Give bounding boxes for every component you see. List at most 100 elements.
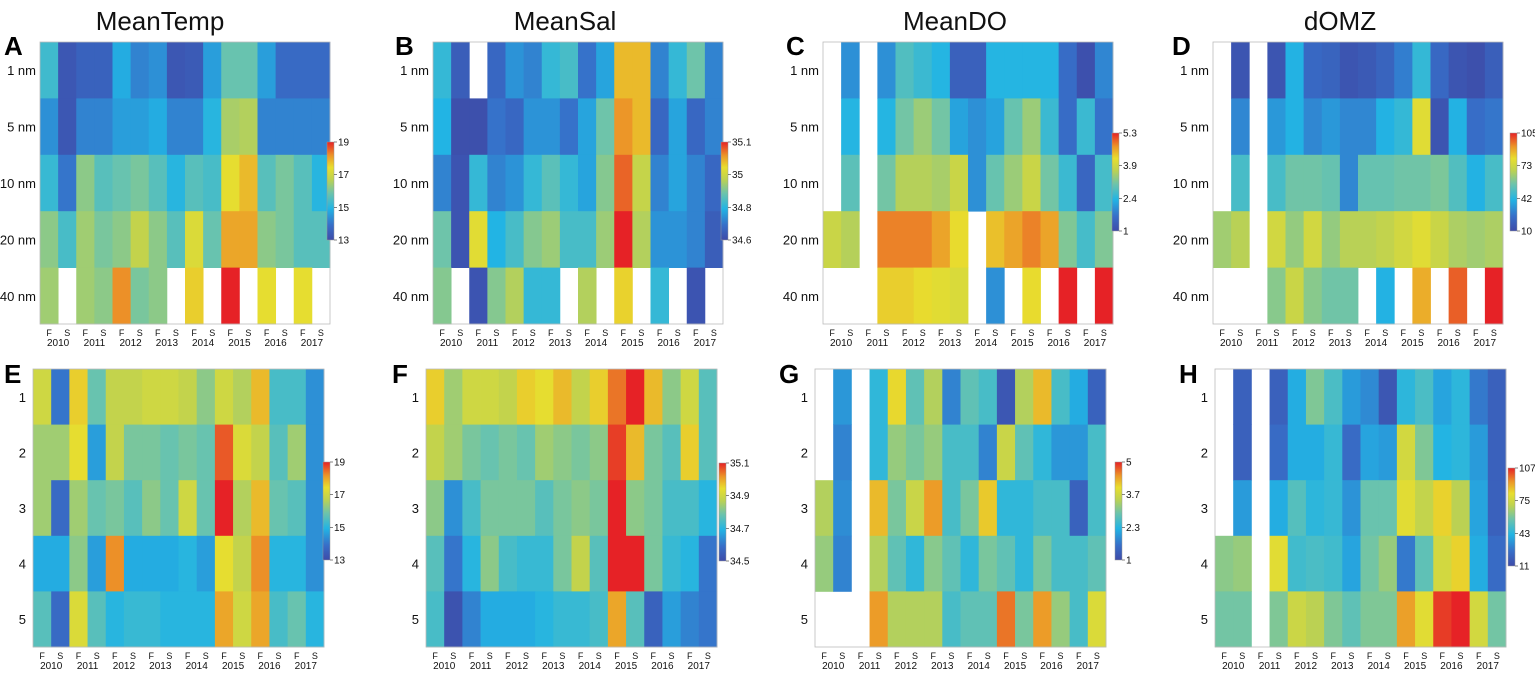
heatmap-cell <box>1267 98 1286 156</box>
heatmap-cell <box>833 535 852 592</box>
heatmap-cell <box>1339 42 1359 99</box>
heatmap-cell <box>451 42 470 99</box>
season-label: F <box>112 651 118 661</box>
season-label: F <box>967 651 973 661</box>
heatmap-cell <box>1015 591 1034 648</box>
heatmap-cell <box>668 211 688 268</box>
heatmap-cell <box>487 211 506 268</box>
heatmap-cell <box>178 424 198 481</box>
year-label: 2016 <box>1047 338 1070 349</box>
heatmap-cell <box>523 154 543 212</box>
heatmap-cell <box>1469 424 1489 481</box>
heatmap-cell <box>1087 535 1107 592</box>
heatmap-cell <box>498 591 518 648</box>
heatmap-cell <box>1342 369 1361 425</box>
heatmap-cell <box>986 267 1005 325</box>
row-label: 40 nm <box>1173 289 1209 304</box>
heatmap-cell <box>1285 267 1305 325</box>
heatmap-cell <box>160 480 179 537</box>
heatmap-cell <box>931 211 951 268</box>
heatmap-cell <box>257 267 277 325</box>
heatmap-cell <box>505 98 525 156</box>
year-label: 2011 <box>470 661 492 672</box>
season-label: F <box>1083 328 1089 338</box>
heatmap-cell <box>160 591 179 648</box>
season-label: S <box>209 328 215 338</box>
heatmap-cell <box>87 480 107 537</box>
heatmap-cell <box>311 211 331 268</box>
heatmap-cell <box>1484 42 1504 99</box>
heatmap-cell <box>1321 267 1341 325</box>
colorbar-tick-label: 15 <box>338 203 350 214</box>
heatmap-cell <box>877 42 896 99</box>
season-label: F <box>46 328 52 338</box>
heatmap-cell <box>1087 480 1107 537</box>
heatmap-cell <box>105 424 125 481</box>
heatmap-cell <box>148 42 168 99</box>
heatmap-cell <box>1233 369 1252 425</box>
colorbar-tick-label: 75 <box>1519 496 1531 507</box>
year-label: 2017 <box>1084 338 1107 349</box>
heatmap-cell <box>142 480 161 537</box>
heatmap-cell <box>196 369 216 425</box>
season-label: S <box>523 651 529 661</box>
heatmap-cell <box>869 480 889 537</box>
heatmap-cell <box>1305 535 1325 592</box>
heatmap-cell <box>1358 211 1377 268</box>
panel-letter: A <box>4 31 23 61</box>
heatmap-cell <box>1339 267 1359 325</box>
column-title-domz: dOMZ <box>1304 6 1376 36</box>
heatmap-cell <box>833 480 852 537</box>
heatmap-cell <box>1469 535 1489 592</box>
heatmap-cell <box>1033 424 1052 481</box>
year-label: 2017 <box>301 338 324 349</box>
season-label: F <box>1401 328 1407 338</box>
heatmap-cell <box>142 535 161 592</box>
panel-letter: C <box>786 31 805 61</box>
season-label: S <box>1094 651 1100 661</box>
year-label: 2010 <box>1222 661 1245 672</box>
heatmap-cell <box>123 535 143 592</box>
year-label: 2012 <box>512 338 535 349</box>
heatmap-cell <box>426 424 445 481</box>
heatmap-cell <box>877 98 896 156</box>
heatmap-cell <box>287 424 307 481</box>
heatmap-cell <box>650 154 670 212</box>
season-label: F <box>148 651 154 661</box>
season-label: F <box>264 328 270 338</box>
season-label: S <box>457 328 463 338</box>
heatmap-cell <box>1004 154 1023 212</box>
season-label: F <box>439 328 445 338</box>
colorbar-tick-label: 19 <box>334 458 346 469</box>
season-label: S <box>1385 651 1391 661</box>
season-label: F <box>1219 328 1225 338</box>
heatmap-cell <box>1233 480 1252 537</box>
heatmap-cell <box>130 154 150 212</box>
season-label: F <box>155 328 161 338</box>
heatmap-cell <box>949 154 969 212</box>
heatmap-cell <box>986 98 1005 156</box>
row-label: 5 <box>1201 612 1208 627</box>
heatmap-cell <box>913 42 933 99</box>
colorbar-tick-label: 34.5 <box>730 557 750 568</box>
row-label: 5 <box>801 612 808 627</box>
year-label: 2011 <box>1257 338 1279 349</box>
heatmap-cell <box>1051 480 1071 537</box>
heatmap-cell <box>924 591 943 648</box>
heatmap-cell <box>1378 424 1398 481</box>
heatmap-cell <box>650 267 670 325</box>
heatmap-cell <box>571 369 591 425</box>
heatmap-cell <box>1285 42 1305 99</box>
heatmap-cell <box>257 42 277 99</box>
heatmap-cell <box>1022 211 1041 268</box>
heatmap-cell <box>1358 42 1377 99</box>
season-label: S <box>956 328 962 338</box>
heatmap-cell <box>1378 535 1398 592</box>
heatmap-cell <box>571 591 591 648</box>
row-label: 5 nm <box>790 120 819 135</box>
season-label: F <box>541 651 547 661</box>
colorbar-tick-label: 10 <box>1521 227 1533 238</box>
heatmap-cell <box>895 98 915 156</box>
year-label: 2010 <box>822 661 845 672</box>
heatmap-cell <box>1022 98 1041 156</box>
